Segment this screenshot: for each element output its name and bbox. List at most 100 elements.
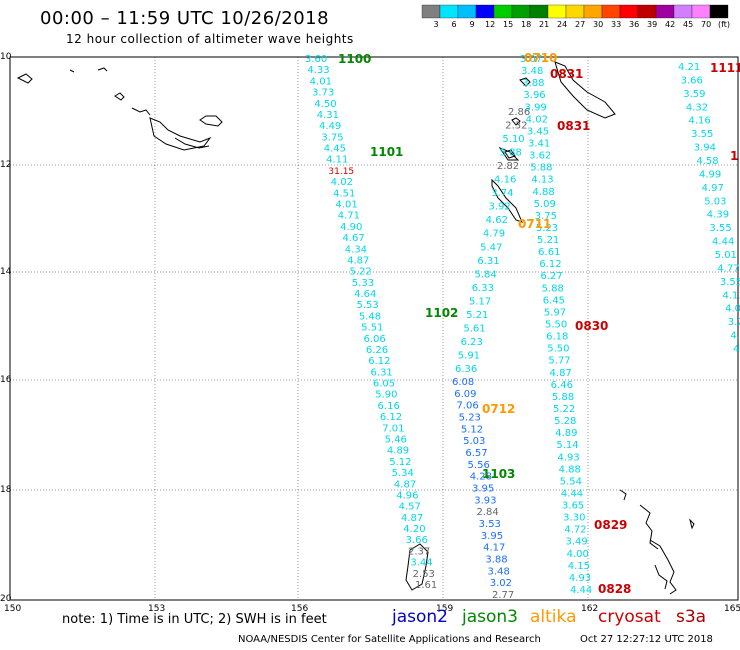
wave-height-label: 6.16: [378, 401, 400, 412]
wave-height-label: 2.86: [508, 107, 530, 118]
wave-height-label: 4.17: [483, 543, 505, 554]
wave-height-label: 4.72: [564, 525, 586, 536]
wave-height-label: 4.45: [324, 144, 346, 155]
wave-height-label: 5.97: [544, 307, 566, 318]
wave-height-label: 5.23: [459, 413, 481, 424]
wave-height-label: 6.05: [373, 379, 395, 390]
scale-label: 42: [665, 20, 676, 29]
lon-label: 156: [291, 604, 309, 614]
lon-label: 165: [724, 604, 740, 614]
wave-height-label: 4.15: [568, 561, 590, 572]
wave-height-label: 3.93: [474, 495, 496, 506]
scale-label: 15: [503, 20, 514, 29]
wave-height-label: 7.01: [382, 423, 404, 434]
legend-altika: altika: [530, 607, 577, 627]
wave-height-label: 4.87: [550, 368, 572, 379]
wave-height-label: 4.01: [335, 199, 357, 210]
wave-height-label: 5.09: [534, 199, 556, 210]
wave-height-label: 5.21: [537, 235, 559, 246]
timestamp-text: Oct 27 12:27:12 UTC 2018: [580, 634, 713, 645]
scale-label: 21: [539, 20, 550, 29]
wave-height-label: 5.01: [715, 250, 737, 261]
wave-height-label: 6.36: [455, 364, 477, 375]
wave-height-label: 4.89: [555, 428, 577, 439]
pass-time-label: 0831: [550, 67, 583, 81]
wave-height-label: 5.50: [545, 320, 567, 331]
wave-height-label: 4.16: [494, 175, 516, 186]
wave-height-label: 4.64: [354, 289, 376, 300]
wave-height-label: 4.28: [470, 472, 492, 483]
wave-height-label: 2.32: [505, 121, 527, 132]
wave-height-label: 4.88: [559, 464, 581, 475]
scale-swatch: [709, 4, 729, 19]
wave-height-label: 6.57: [465, 448, 487, 459]
wave-height-label: 4.33: [307, 65, 329, 76]
color-scale: [421, 4, 729, 19]
wave-height-label: 5.14: [556, 440, 578, 451]
wave-height-label: 4.58: [696, 156, 718, 167]
lon-label: 153: [148, 604, 166, 614]
wave-height-label: 3.49: [565, 537, 587, 548]
wave-height-label: 2.82: [497, 161, 519, 172]
wave-height-label: 3.2: [728, 317, 740, 328]
wave-height-label: 5.88: [542, 283, 564, 294]
pass-time-label: 0829: [594, 518, 627, 532]
wave-height-label: 3.96: [523, 90, 545, 101]
wave-height-label: 4.34: [345, 244, 367, 255]
wave-height-label: 4.13: [531, 175, 553, 186]
pass-time-label: 1103: [482, 467, 515, 481]
lat-label: 18: [0, 485, 12, 495]
wave-height-label: 5.21: [466, 310, 488, 321]
wave-height-label: 4.39: [707, 210, 729, 221]
pass-time-label: 1111: [710, 61, 740, 75]
wave-height-label: 4.93: [569, 573, 591, 584]
wave-height-label: 4.87: [401, 513, 423, 524]
wave-height-label: 3.66: [406, 535, 428, 546]
wave-height-label: 6.27: [540, 271, 562, 282]
wave-height-label: 4.49: [319, 121, 341, 132]
wave-height-label: 4.21: [678, 62, 700, 73]
scale-label: 33: [611, 20, 622, 29]
wave-height-label: 2.37: [408, 546, 430, 557]
wave-height-label: 1.61: [415, 580, 437, 591]
wave-height-label: 3.02: [490, 578, 512, 589]
wave-height-label: 4.31: [317, 110, 339, 121]
wave-height-label: 4.32: [686, 102, 708, 113]
scale-label: 27: [575, 20, 586, 29]
wave-height-label: 4.2: [730, 331, 740, 342]
pass-time-label: 1: [730, 149, 738, 163]
wave-height-label: 3.55: [709, 223, 731, 234]
wave-height-label: 5.28: [554, 416, 576, 427]
wave-height-label: 3.55: [691, 129, 713, 140]
page-title: 00:00 – 11:59 UTC 10/26/2018: [40, 8, 330, 29]
wave-height-label: 5.12: [389, 457, 411, 468]
wave-height-label: 5.10: [502, 134, 524, 145]
wave-height-label: 5.34: [392, 468, 414, 479]
wave-height-label: 5.12: [461, 424, 483, 435]
wave-height-label: 4.13: [723, 290, 740, 301]
wave-height-label: 3.41: [528, 138, 550, 149]
scale-label: 45: [683, 20, 694, 29]
legend-jason2: jason2: [392, 607, 448, 627]
wave-height-label: 4.0: [725, 304, 740, 315]
wave-height-label: 3.92: [488, 202, 510, 213]
wave-height-label: 4.62: [486, 215, 508, 226]
lat-label: 14: [0, 267, 12, 277]
lat-label: 16: [0, 375, 12, 385]
wave-height-label: 4.67: [342, 233, 364, 244]
credit-text: NOAA/NESDIS Center for Satellite Applica…: [238, 634, 541, 645]
wave-height-label: 6.45: [543, 295, 565, 306]
wave-height-label: 4.99: [699, 169, 721, 180]
pass-time-label: 1100: [338, 52, 371, 66]
wave-height-label: 3.73: [312, 88, 334, 99]
wave-height-label: 4.44: [712, 237, 734, 248]
wave-height-label: 4.01: [310, 76, 332, 87]
wave-height-label: 6.46: [551, 380, 573, 391]
wave-height-label: 5.61: [463, 323, 485, 334]
wave-height-label: 5.88: [500, 148, 522, 159]
wave-height-label: 3.88: [522, 78, 544, 89]
wave-height-label: 5.88: [552, 392, 574, 403]
grid: [10, 57, 738, 600]
scale-label: 18: [521, 20, 532, 29]
